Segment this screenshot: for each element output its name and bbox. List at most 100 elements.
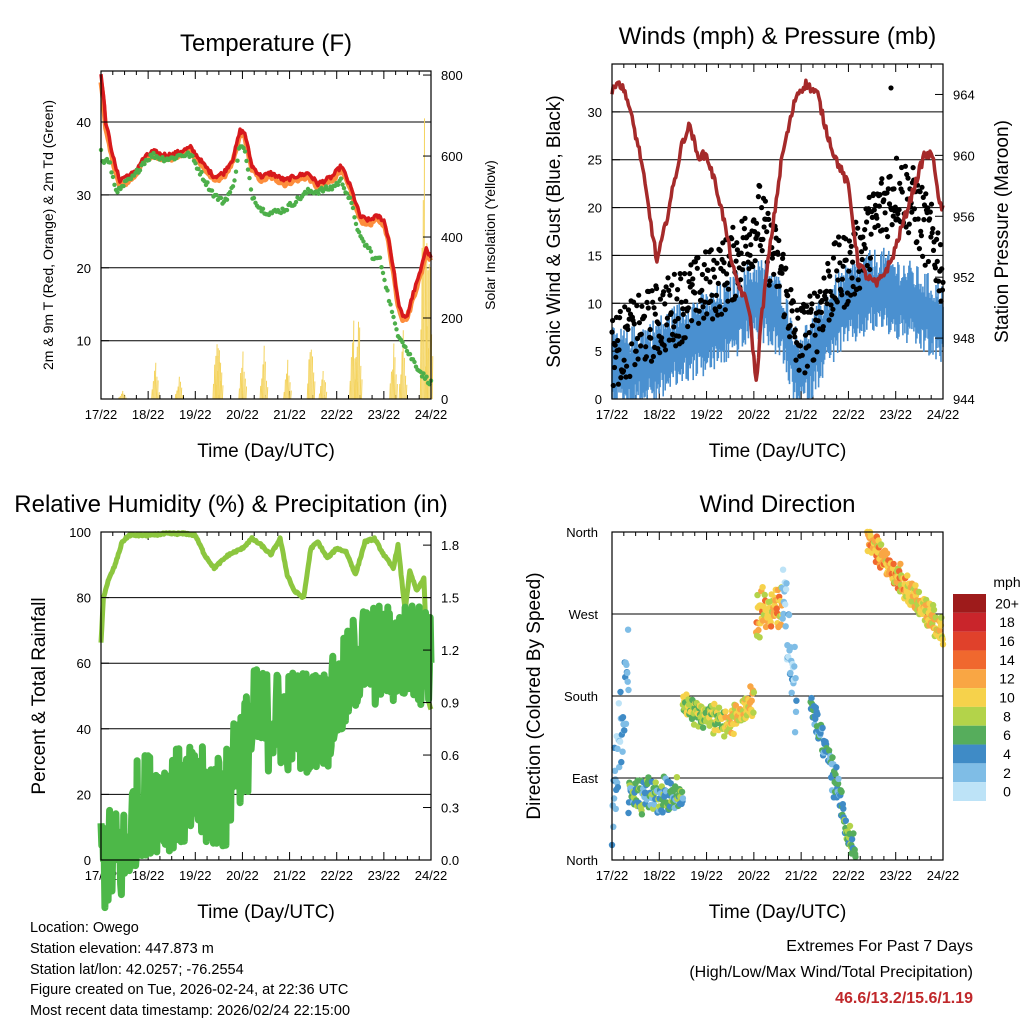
solar-spike (401, 351, 403, 400)
gust-point (830, 306, 836, 312)
plot-frame (611, 531, 944, 861)
solar-spike (403, 357, 405, 400)
x-tick-label: 20/22 (738, 407, 771, 422)
extremes-subtitle: (High/Low/Max Wind/Total Precipitation) (689, 964, 973, 981)
gust-point (633, 348, 639, 354)
y-tick-label-right: 964 (953, 87, 975, 102)
solar-spike (355, 356, 357, 400)
dewpoint-point (293, 199, 299, 205)
dewpoint-point (230, 184, 236, 189)
dewpoint-point (205, 180, 210, 185)
solar-spike (218, 350, 220, 400)
x-tick-label: 24/22 (415, 407, 448, 422)
wind-direction-point (623, 661, 630, 668)
wind-direction-point (617, 688, 624, 696)
solar-spike (265, 380, 268, 400)
dewpoint-point (403, 344, 408, 350)
gust-point (704, 311, 710, 317)
gust-point (665, 275, 671, 281)
wind-direction-point (754, 591, 761, 599)
gust-point (734, 247, 741, 253)
temp-9m-line (98, 81, 433, 323)
gust-point (663, 284, 669, 290)
gust-point (644, 299, 650, 305)
solar-spike (175, 390, 178, 400)
solar-spike (307, 359, 310, 400)
solar-spike (286, 359, 289, 400)
gust-point (753, 220, 760, 226)
solar-spike (285, 373, 288, 400)
winds-pressure-panel: Winds (mph) & Pressure (mb) Time (Day/UTC… (544, 23, 1013, 462)
gust-point (935, 230, 941, 236)
gust-point (902, 163, 909, 169)
wind-direction-point (785, 611, 793, 619)
wind-direction-point (779, 566, 787, 573)
wind-direction-point (659, 809, 666, 816)
solar-spike (214, 384, 217, 400)
solar-spike (158, 392, 160, 400)
dewpoint-point (244, 158, 249, 164)
gust-point (762, 198, 769, 204)
y-tick-label-right: 200 (441, 311, 463, 326)
gust-point (635, 356, 641, 362)
legend-swatch (953, 669, 986, 689)
gust-point (930, 226, 936, 232)
dewpoint-point (316, 191, 321, 196)
gust-point (631, 299, 637, 305)
wind-direction-point (748, 697, 755, 704)
gust-point (739, 267, 746, 273)
y-tick-label: 10 (588, 296, 602, 311)
gust-point (916, 246, 923, 252)
gust-point (761, 224, 767, 230)
dewpoint-point (214, 192, 219, 198)
gust-point (820, 324, 826, 330)
extremes-summary: Extremes For Past 7 Days (High/Low/Max W… (689, 934, 973, 1012)
x-tick-label: 21/22 (785, 407, 818, 422)
dewpoint-point (112, 182, 117, 187)
legend-label: 10 (999, 690, 1015, 706)
y-tick-label-right: 600 (441, 149, 463, 164)
x-tick-label: 24/22 (927, 407, 960, 422)
gust-point (877, 192, 883, 198)
gust-point (629, 341, 635, 347)
dewpoint-point (193, 161, 198, 166)
wind-direction-point (650, 801, 658, 808)
gust-point (724, 271, 730, 277)
gust-point (860, 234, 866, 240)
wind-direction-point (683, 691, 690, 698)
dewpoint-point (245, 167, 251, 172)
solar-spike (319, 385, 322, 400)
solar-spike (360, 379, 363, 400)
solar-spike (429, 267, 431, 400)
gust-point (738, 277, 744, 283)
gust-point (668, 310, 674, 316)
dewpoint-point (329, 187, 335, 192)
wind-direction-point (848, 836, 856, 843)
y-tick-label: 20 (77, 261, 91, 276)
legend-swatch (953, 782, 986, 801)
gust-point (654, 285, 660, 292)
gust-point (864, 262, 870, 269)
gust-point (830, 255, 837, 261)
x-tick-label: 19/22 (690, 868, 723, 883)
y-tick-label-right: 960 (953, 148, 975, 163)
gust-point (638, 331, 644, 337)
gust-point (625, 307, 632, 313)
x-tick-label: 22/22 (320, 868, 353, 883)
gust-point (807, 293, 813, 299)
wind-direction-point (730, 730, 737, 738)
gust-point (906, 221, 912, 227)
gust-point (692, 290, 698, 296)
gust-point (885, 186, 891, 192)
wind-direction-point (912, 582, 919, 589)
gust-point (846, 268, 852, 274)
gust-point (925, 205, 931, 211)
solar-spike (405, 384, 408, 400)
gust-point (927, 216, 933, 222)
gust-point (875, 223, 881, 229)
wind-direction-point (829, 754, 836, 761)
gust-point (641, 313, 648, 319)
gust-point (929, 230, 935, 236)
wind-direction-point (610, 823, 617, 830)
